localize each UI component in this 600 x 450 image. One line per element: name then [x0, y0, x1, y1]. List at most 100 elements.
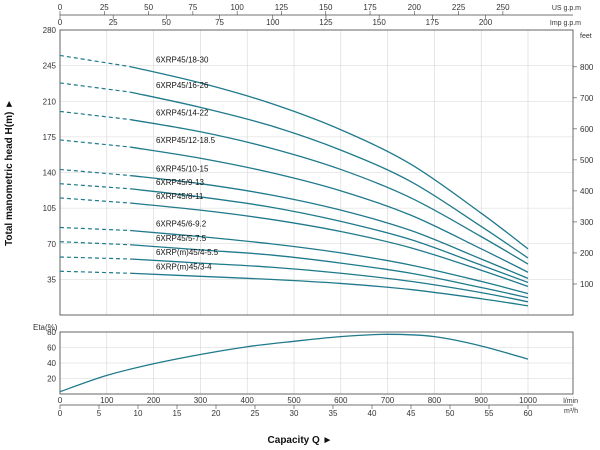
x-tick-label-m3h: 55 — [485, 409, 494, 418]
x-tick-label-m3h: 45 — [407, 409, 416, 418]
top-axis-tick-label: 200 — [408, 3, 422, 12]
x-tick-label-lmin: 200 — [147, 396, 161, 405]
head-curve-label: 6XRP45/8-11 — [156, 192, 204, 201]
x-tick-label-m3h: 40 — [368, 409, 377, 418]
head-y-tick-label: 70 — [47, 240, 56, 249]
head-curve-dashed — [59, 197, 131, 204]
feet-tick-label: 200 — [580, 249, 594, 258]
head-curve-label: 6XRP45/6-9.2 — [156, 220, 207, 229]
feet-tick-label: 800 — [580, 63, 594, 72]
eta-y-axis-title: Eta(%) — [33, 323, 58, 332]
head-curve — [130, 258, 529, 303]
x-unit-label-m3h: m³/h — [564, 408, 578, 415]
head-curve-dashed — [59, 226, 131, 232]
head-curve-dashed — [59, 241, 131, 246]
top-axis-tick-label: 200 — [479, 18, 493, 27]
top-axis-tick-label: 125 — [275, 3, 289, 12]
head-curve-dashed — [59, 256, 131, 260]
x-tick-label-m3h: 30 — [290, 409, 299, 418]
head-curve-label: 6XRP(m)45/4-5.5 — [156, 248, 219, 257]
top-axis-tick-label: 50 — [162, 18, 171, 27]
x-tick-label-lmin: 900 — [475, 396, 489, 405]
eta-y-tick-label: 80 — [47, 328, 56, 337]
top-axis-tick-label: 100 — [266, 18, 280, 27]
head-curve-label: 6XRP45/5-7.5 — [156, 234, 207, 243]
top-axis-tick-label: 25 — [109, 18, 118, 27]
head-y-tick-label: 140 — [43, 169, 57, 178]
eta-plot-frame — [59, 331, 574, 395]
x-unit-label-lmin: l/min — [563, 398, 578, 405]
top-axis-tick-label: 150 — [319, 3, 333, 12]
head-curve — [130, 118, 529, 265]
head-y-tick-label: 105 — [43, 204, 57, 213]
feet-tick-label: 300 — [580, 218, 594, 227]
top-axis-tick-label: 0 — [58, 3, 63, 12]
head-curve-dashed — [59, 183, 131, 190]
head-y-tick-label: 210 — [43, 97, 57, 106]
x-tick-label-lmin: 0 — [58, 396, 63, 405]
head-curve — [130, 174, 529, 279]
x-tick-label-m3h: 60 — [524, 409, 533, 418]
feet-tick-label: 500 — [580, 156, 594, 165]
top-axis-tick-label: 50 — [144, 3, 153, 12]
head-curve-dashed — [59, 168, 131, 177]
x-tick-label-m3h: 50 — [446, 409, 455, 418]
feet-tick-label: 100 — [580, 280, 594, 289]
head-curve-label: 6XRP45/14-22 — [156, 109, 209, 118]
x-tick-label-m3h: 0 — [58, 409, 63, 418]
x-tick-label-lmin: 800 — [428, 396, 442, 405]
head-plot-frame — [59, 29, 574, 316]
top-axis-tick-label: 75 — [188, 3, 197, 12]
head-curve-label: 6XRP(m)45/3-4 — [156, 262, 212, 271]
head-curve-label: 6XRP45/10-15 — [156, 165, 209, 174]
head-curve — [130, 91, 529, 259]
top-axis-tick-label: 125 — [319, 18, 333, 27]
x-tick-label-lmin: 500 — [287, 396, 301, 405]
top-axis-tick-label: 25 — [100, 3, 109, 12]
head-curve-dashed — [59, 82, 131, 93]
head-y-tick-label: 245 — [43, 62, 57, 71]
head-curve — [130, 146, 529, 273]
x-tick-label-m3h: 25 — [251, 409, 260, 418]
x-axis-title: Capacity Q ► — [268, 435, 333, 446]
head-curve — [130, 272, 529, 307]
eta-y-tick-label: 60 — [47, 344, 56, 353]
top-axis-tick-label: 250 — [496, 3, 510, 12]
head-curve — [130, 202, 529, 288]
head-curve-label: 6XRP45/9-13 — [156, 178, 205, 187]
head-curve — [130, 244, 529, 299]
head-curve-label: 6XRP45/18-30 — [156, 56, 209, 65]
top-axis-unit-label: US g.p.m — [552, 5, 581, 12]
x-tick-label-m3h: 15 — [173, 409, 182, 418]
head-y-tick-label: 280 — [43, 26, 57, 35]
top-axis-tick-label: 175 — [363, 3, 377, 12]
top-axis-tick-label: 100 — [230, 3, 244, 12]
head-y-tick-label: 35 — [47, 275, 56, 284]
head-curve — [130, 229, 529, 295]
eta-y-tick-label: 40 — [47, 359, 56, 368]
x-tick-label-m3h: 10 — [134, 409, 143, 418]
top-axis-tick-label: 75 — [215, 18, 224, 27]
x-tick-label-lmin: 1000 — [519, 396, 537, 405]
head-curve-dashed — [59, 110, 131, 121]
feet-tick-label: 700 — [580, 94, 594, 103]
head-curve — [130, 66, 529, 250]
x-tick-label-lmin: 100 — [100, 396, 114, 405]
x-tick-label-lmin: 700 — [381, 396, 395, 405]
top-axis-tick-label: 175 — [426, 18, 440, 27]
feet-unit-label: feet — [580, 33, 592, 40]
x-tick-label-m3h: 20 — [212, 409, 221, 418]
x-tick-label-m3h: 35 — [329, 409, 338, 418]
top-axis-tick-label: 0 — [58, 18, 63, 27]
top-axis-tick-label: 150 — [372, 18, 386, 27]
head-y-axis-title: Total manometric head H(m) ► — [4, 99, 15, 246]
x-tick-label-m3h: 5 — [97, 409, 102, 418]
efficiency-curve — [59, 333, 529, 393]
eta-y-tick-label: 20 — [47, 375, 56, 384]
head-curve-dashed — [59, 54, 131, 68]
head-y-tick-label: 175 — [43, 133, 57, 142]
head-curve-label: 6XRP45/12-18.5 — [156, 136, 216, 145]
top-axis-unit-label: Imp g.p.m — [550, 20, 581, 27]
